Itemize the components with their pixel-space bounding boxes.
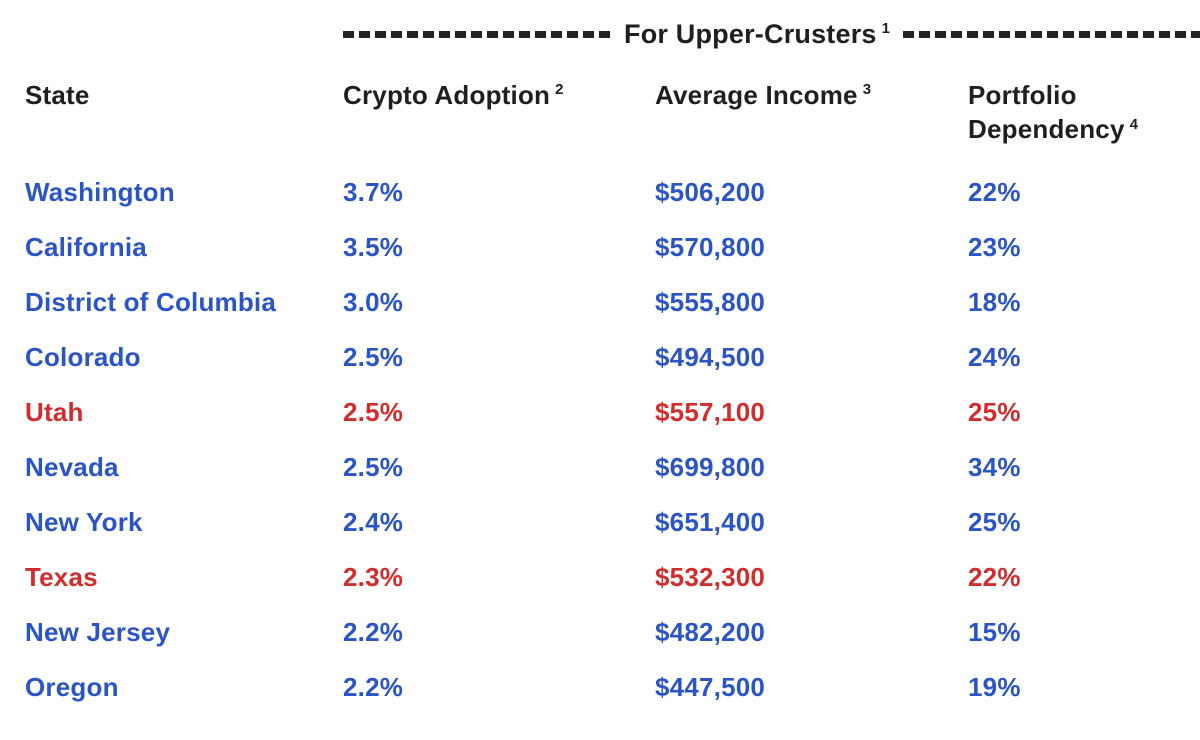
average-income-value: $447,500 [655,671,766,702]
average-income-value: $570,800 [655,231,766,262]
column-header-average-income: Average Income 3 [655,80,872,110]
table-row: District of Columbia 3.0% $555,800 18% [25,275,1200,330]
portfolio-dependency-value: 34% [968,451,1021,482]
portfolio-dependency-value: 19% [968,671,1021,702]
portfolio-dependency-value: 15% [968,616,1021,647]
portfolio-dependency-value: 22% [968,176,1021,207]
crypto-adoption-value: 2.4% [343,506,404,537]
table-row: New Jersey 2.2% $482,200 15% [25,605,1200,660]
average-income-value: $555,800 [655,286,766,317]
state-name: California [25,231,147,262]
table-row: Utah 2.5% $557,100 25% [25,385,1200,440]
portfolio-dependency-value: 24% [968,341,1021,372]
data-table: State Crypto Adoption 2 Average Income 3 P… [0,78,1200,715]
state-name: New Jersey [25,616,171,647]
state-name: Texas [25,561,98,592]
average-income-value: $506,200 [655,176,766,207]
crypto-adoption-value: 2.3% [343,561,404,592]
table-row: Oregon 2.2% $447,500 19% [25,660,1200,715]
state-name: Washington [25,176,175,207]
crypto-adoption-value: 2.5% [343,451,404,482]
average-income-value: $482,200 [655,616,766,647]
state-name: New York [25,506,143,537]
state-name: Oregon [25,671,119,702]
crypto-adoption-value: 2.5% [343,396,404,427]
column-header-portfolio-dependency: Portfolio Dependency 4 [968,80,1139,145]
state-name: District of Columbia [25,286,277,317]
crypto-adoption-value: 2.5% [343,341,404,372]
dashed-line-right [903,30,1200,38]
table-row: Texas 2.3% $532,300 22% [25,550,1200,605]
state-name: Utah [25,396,84,427]
table-header-row: State Crypto Adoption 2 Average Income 3 P… [25,78,1200,147]
average-income-value: $532,300 [655,561,766,592]
group-header-text: For Upper-Crusters [624,18,877,49]
footnote-marker-2: 2 [555,81,564,99]
portfolio-dependency-value: 25% [968,506,1021,537]
average-income-value: $494,500 [655,341,766,372]
table-row: California 3.5% $570,800 23% [25,220,1200,275]
group-header-title: For Upper-Crusters 1 [624,19,890,50]
crypto-adoption-value: 2.2% [343,616,404,647]
column-header-state: State [25,80,90,110]
table-row: Nevada 2.5% $699,800 34% [25,440,1200,495]
portfolio-dependency-value: 18% [968,286,1021,317]
column-header-crypto-adoption: Crypto Adoption 2 [343,80,564,110]
table-row: Washington 3.7% $506,200 22% [25,165,1200,220]
table-row: New York 2.4% $651,400 25% [25,495,1200,550]
crypto-adoption-value: 3.0% [343,286,404,317]
state-name: Colorado [25,341,141,372]
portfolio-dependency-value: 25% [968,396,1021,427]
portfolio-dependency-value: 23% [968,231,1021,262]
footnote-marker-4: 4 [1129,115,1139,133]
portfolio-dependency-value: 22% [968,561,1021,592]
dashed-line-left [343,30,611,38]
average-income-value: $557,100 [655,396,766,427]
table-row: Colorado 2.5% $494,500 24% [25,330,1200,385]
state-name: Nevada [25,451,119,482]
footnote-marker-1: 1 [881,19,891,37]
footnote-marker-3: 3 [862,81,872,99]
table-body: Washington 3.7% $506,200 22% California … [25,165,1200,715]
crypto-adoption-value: 3.7% [343,176,404,207]
crypto-adoption-value: 3.5% [343,231,404,262]
group-header-band: For Upper-Crusters 1 [343,14,1200,54]
crypto-adoption-value: 2.2% [343,671,404,702]
average-income-value: $651,400 [655,506,766,537]
average-income-value: $699,800 [655,451,766,482]
